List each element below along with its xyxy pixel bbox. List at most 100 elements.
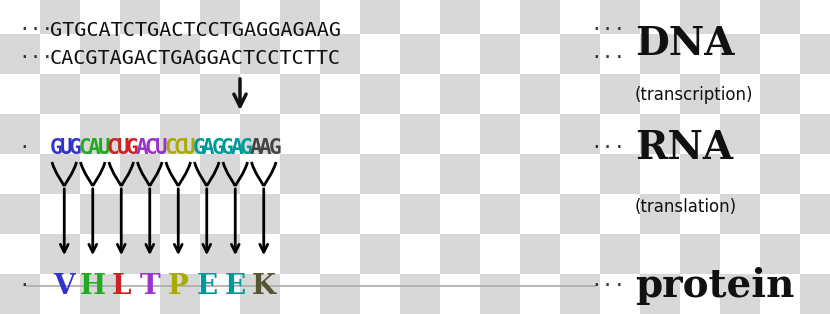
Bar xyxy=(760,234,800,274)
Text: C: C xyxy=(164,138,177,158)
Bar xyxy=(440,274,480,314)
Bar xyxy=(320,274,360,314)
Bar xyxy=(520,0,560,34)
Bar xyxy=(480,194,520,234)
Bar xyxy=(360,34,400,74)
Bar xyxy=(640,274,680,314)
Bar xyxy=(120,194,160,234)
Text: G: G xyxy=(212,138,224,158)
Bar xyxy=(80,74,120,114)
Bar xyxy=(120,34,160,74)
Bar xyxy=(280,0,320,34)
Bar xyxy=(200,114,240,154)
Bar xyxy=(480,74,520,114)
Bar xyxy=(360,154,400,194)
Bar xyxy=(800,274,830,314)
Bar xyxy=(360,114,400,154)
Bar xyxy=(760,74,800,114)
Bar xyxy=(200,274,240,314)
Text: (transcription): (transcription) xyxy=(635,85,754,104)
Bar xyxy=(440,194,480,234)
Text: A: A xyxy=(202,138,215,158)
Bar xyxy=(680,74,720,114)
Bar xyxy=(280,234,320,274)
Text: ···: ··· xyxy=(590,138,625,158)
Bar xyxy=(40,154,80,194)
Bar xyxy=(0,114,40,154)
Bar xyxy=(0,234,40,274)
Text: ·: · xyxy=(18,277,30,295)
Bar xyxy=(800,74,830,114)
Bar xyxy=(680,194,720,234)
Bar xyxy=(720,34,760,74)
Bar xyxy=(0,154,40,194)
Text: K: K xyxy=(251,273,276,300)
Bar xyxy=(480,274,520,314)
Bar xyxy=(720,154,760,194)
Bar xyxy=(760,194,800,234)
Bar xyxy=(560,0,600,34)
Text: H: H xyxy=(80,273,105,300)
Bar xyxy=(240,274,280,314)
Bar xyxy=(640,34,680,74)
Bar xyxy=(240,154,280,194)
Bar xyxy=(400,74,440,114)
Bar xyxy=(80,234,120,274)
Bar xyxy=(520,274,560,314)
Bar xyxy=(760,34,800,74)
Bar xyxy=(440,234,480,274)
Bar xyxy=(400,154,440,194)
Bar xyxy=(560,154,600,194)
Text: C: C xyxy=(79,138,91,158)
Bar xyxy=(200,154,240,194)
Bar xyxy=(200,74,240,114)
Text: G: G xyxy=(69,138,81,158)
Bar xyxy=(160,274,200,314)
Bar xyxy=(160,74,200,114)
Text: U: U xyxy=(183,138,196,158)
Bar xyxy=(280,194,320,234)
Bar xyxy=(120,0,160,34)
Text: A: A xyxy=(135,138,148,158)
Bar xyxy=(760,274,800,314)
Text: CACGTAGACTGAGGACTCCTCTTC: CACGTAGACTGAGGACTCCTCTTC xyxy=(50,48,341,68)
Bar xyxy=(80,114,120,154)
Bar xyxy=(720,274,760,314)
Bar xyxy=(360,194,400,234)
Text: E: E xyxy=(225,273,246,300)
Text: A: A xyxy=(88,138,100,158)
Bar xyxy=(720,234,760,274)
Bar xyxy=(640,154,680,194)
Bar xyxy=(680,0,720,34)
Bar xyxy=(280,34,320,74)
Bar xyxy=(480,34,520,74)
Text: L: L xyxy=(111,273,131,300)
Bar xyxy=(560,34,600,74)
Text: U: U xyxy=(97,138,110,158)
Text: G: G xyxy=(50,138,62,158)
Bar xyxy=(720,194,760,234)
Bar xyxy=(680,34,720,74)
Bar xyxy=(440,114,480,154)
Bar xyxy=(160,114,200,154)
Bar xyxy=(120,274,160,314)
Bar xyxy=(320,74,360,114)
Bar xyxy=(80,274,120,314)
Text: RNA: RNA xyxy=(635,129,733,167)
Bar xyxy=(400,194,440,234)
Bar xyxy=(0,0,40,34)
Text: T: T xyxy=(139,273,160,300)
Text: ·: · xyxy=(18,138,30,158)
Bar xyxy=(800,114,830,154)
Bar xyxy=(40,0,80,34)
Bar xyxy=(640,194,680,234)
Bar xyxy=(760,154,800,194)
Bar xyxy=(800,194,830,234)
Bar xyxy=(560,114,600,154)
Bar xyxy=(600,114,640,154)
Bar xyxy=(160,194,200,234)
Text: C: C xyxy=(173,138,186,158)
Bar xyxy=(240,34,280,74)
Bar xyxy=(800,154,830,194)
Bar xyxy=(80,154,120,194)
